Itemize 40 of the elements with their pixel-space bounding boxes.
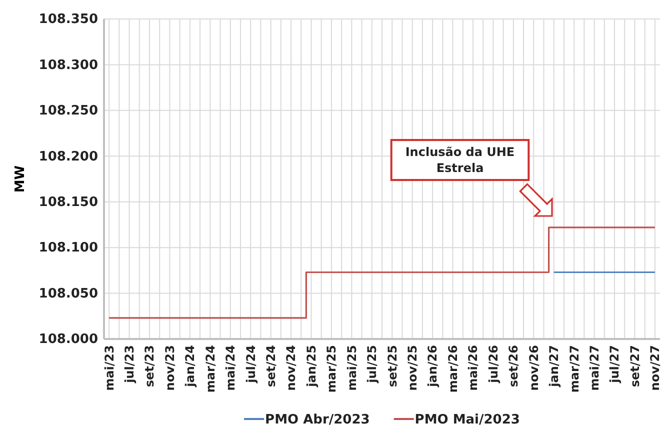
x-tick-label: jul/25	[365, 345, 380, 384]
x-tick-label: jan/26	[426, 345, 440, 388]
y-tick-label: 108.250	[38, 104, 98, 119]
y-tick-label: 108.150	[38, 195, 98, 210]
annotation: Inclusão da UHE Estrela	[405, 145, 515, 175]
legend-label: PMO Abr/2023	[265, 412, 370, 428]
x-tick-label: nov/23	[162, 345, 177, 391]
x-tick-label: mar/24	[203, 345, 218, 393]
x-tick-label: jul/24	[244, 345, 258, 384]
x-tick-label: mai/26	[466, 345, 480, 391]
x-tick-label: set/25	[385, 345, 400, 388]
y-tick-label: 108.200	[38, 149, 98, 164]
y-axis-title: MW	[13, 165, 28, 193]
x-tick-label: mai/23	[102, 345, 116, 391]
x-tick-label: jul/27	[608, 345, 622, 384]
x-tick-label: jul/26	[486, 345, 500, 384]
x-tick-label: set/23	[142, 345, 157, 388]
y-tick-label: 108.000	[38, 332, 98, 348]
x-tick-label: mai/27	[587, 345, 602, 391]
x-tick-label: jan/25	[304, 345, 318, 388]
x-tick-label: jan/24	[183, 345, 198, 388]
x-tick-label: set/27	[628, 345, 642, 388]
x-tick-label: mai/24	[224, 345, 238, 391]
y-tick-label: 108.100	[38, 240, 98, 256]
x-tick-label: set/24	[264, 345, 278, 388]
x-tick-label: jul/23	[122, 345, 136, 384]
x-tick-label: nov/24	[284, 345, 298, 391]
x-tick-label: nov/27	[648, 345, 662, 391]
x-tick-label: set/26	[506, 345, 521, 388]
x-tick-label: mar/25	[324, 345, 339, 393]
y-tick-label: 108.350	[38, 12, 98, 28]
x-tick-label: mai/25	[344, 345, 359, 391]
legend-label: PMO Mai/2023	[414, 412, 520, 428]
y-tick-label: 108.300	[38, 58, 98, 73]
x-tick-label: nov/26	[526, 345, 541, 391]
x-tick-label: nov/25	[406, 345, 420, 391]
x-tick-label: mar/26	[446, 345, 460, 393]
y-tick-label: 108.050	[38, 286, 98, 302]
x-tick-label: mar/27	[567, 345, 582, 393]
x-tick-label: jan/27	[547, 345, 562, 388]
